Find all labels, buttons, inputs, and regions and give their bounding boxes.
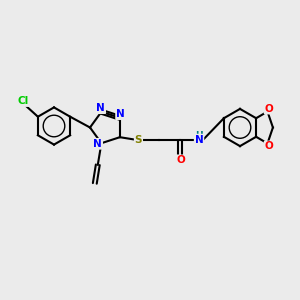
Text: Cl: Cl [17, 96, 28, 106]
Text: H: H [195, 131, 203, 140]
Text: O: O [176, 155, 185, 165]
Text: N: N [93, 139, 102, 149]
Text: N: N [116, 109, 125, 119]
Text: O: O [265, 141, 273, 152]
Text: S: S [135, 135, 142, 145]
Text: O: O [265, 103, 273, 114]
Text: N: N [96, 103, 105, 113]
Text: N: N [195, 135, 203, 145]
